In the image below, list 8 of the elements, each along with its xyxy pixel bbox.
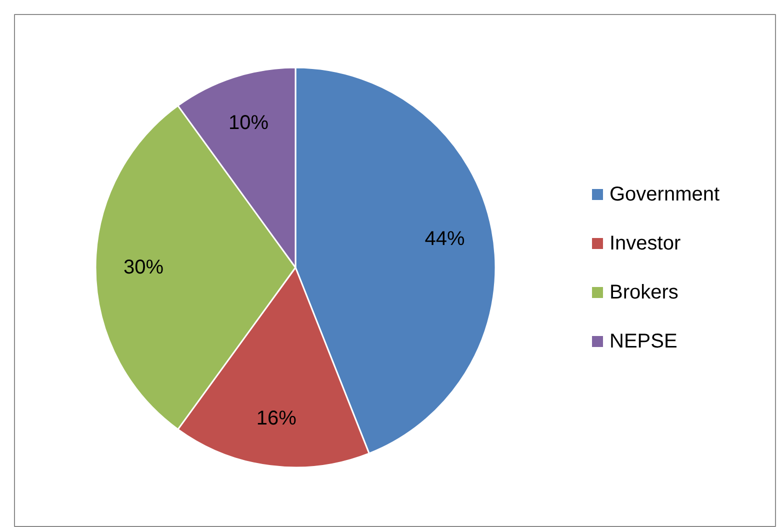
data-label: 30% xyxy=(123,256,164,278)
legend-label: Brokers xyxy=(610,282,678,304)
data-label: 10% xyxy=(228,112,269,134)
data-label: 16% xyxy=(256,407,297,430)
legend-label: NEPSE xyxy=(610,330,678,352)
legend-label: Government xyxy=(610,184,720,206)
legend-label: Investor xyxy=(610,232,681,254)
data-label: 44% xyxy=(424,228,466,250)
